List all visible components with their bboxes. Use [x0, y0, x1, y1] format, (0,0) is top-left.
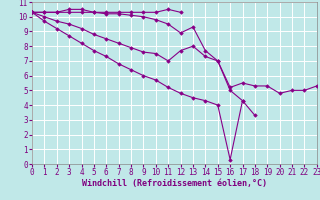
- X-axis label: Windchill (Refroidissement éolien,°C): Windchill (Refroidissement éolien,°C): [82, 179, 267, 188]
